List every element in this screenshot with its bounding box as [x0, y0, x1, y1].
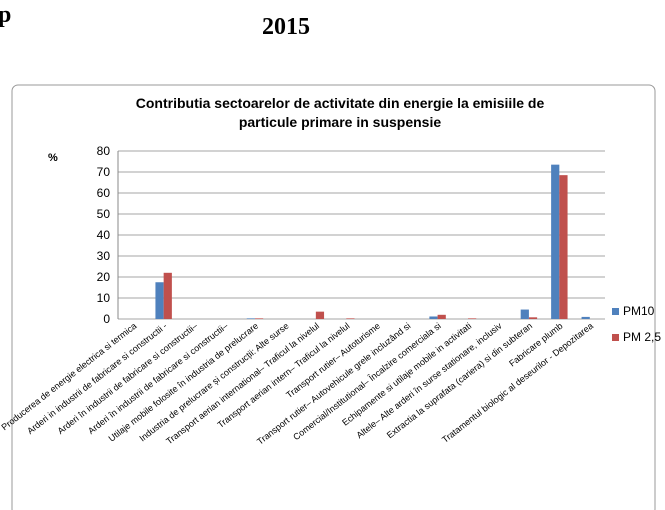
legend-label: PM10: [623, 304, 655, 318]
bar: [155, 282, 164, 319]
y-tick-label: 40: [97, 228, 111, 242]
bar: [254, 318, 264, 319]
chart-frame: [11, 84, 656, 510]
y-tick-label: 50: [97, 207, 111, 221]
heading-fragment: p: [0, 2, 11, 28]
bar: [581, 316, 590, 319]
bar: [559, 175, 568, 319]
bar: [429, 316, 438, 319]
y-tick-label: 60: [97, 186, 111, 200]
bar: [315, 311, 325, 319]
y-axis-label: %: [48, 152, 58, 164]
y-tick-label: 30: [97, 249, 111, 263]
bar: [163, 272, 172, 319]
legend-swatch: [612, 308, 619, 315]
y-tick-label: 20: [97, 270, 111, 284]
bar: [346, 318, 355, 319]
y-tick-label: 80: [97, 144, 111, 158]
bar: [551, 164, 560, 319]
bar: [468, 318, 477, 319]
y-tick-label: 70: [97, 165, 111, 179]
bar: [520, 309, 529, 319]
bar: [437, 314, 446, 319]
chart-title: Contributia sectoarelor de activitate di…: [136, 95, 545, 130]
y-tick-label: 0: [103, 312, 110, 326]
heading-year: 2015: [262, 14, 310, 40]
bar: [246, 318, 255, 319]
y-tick-label: 10: [97, 291, 111, 305]
legend-label: PM 2,5: [623, 330, 661, 344]
bar: [528, 317, 538, 319]
legend-swatch: [612, 334, 619, 341]
